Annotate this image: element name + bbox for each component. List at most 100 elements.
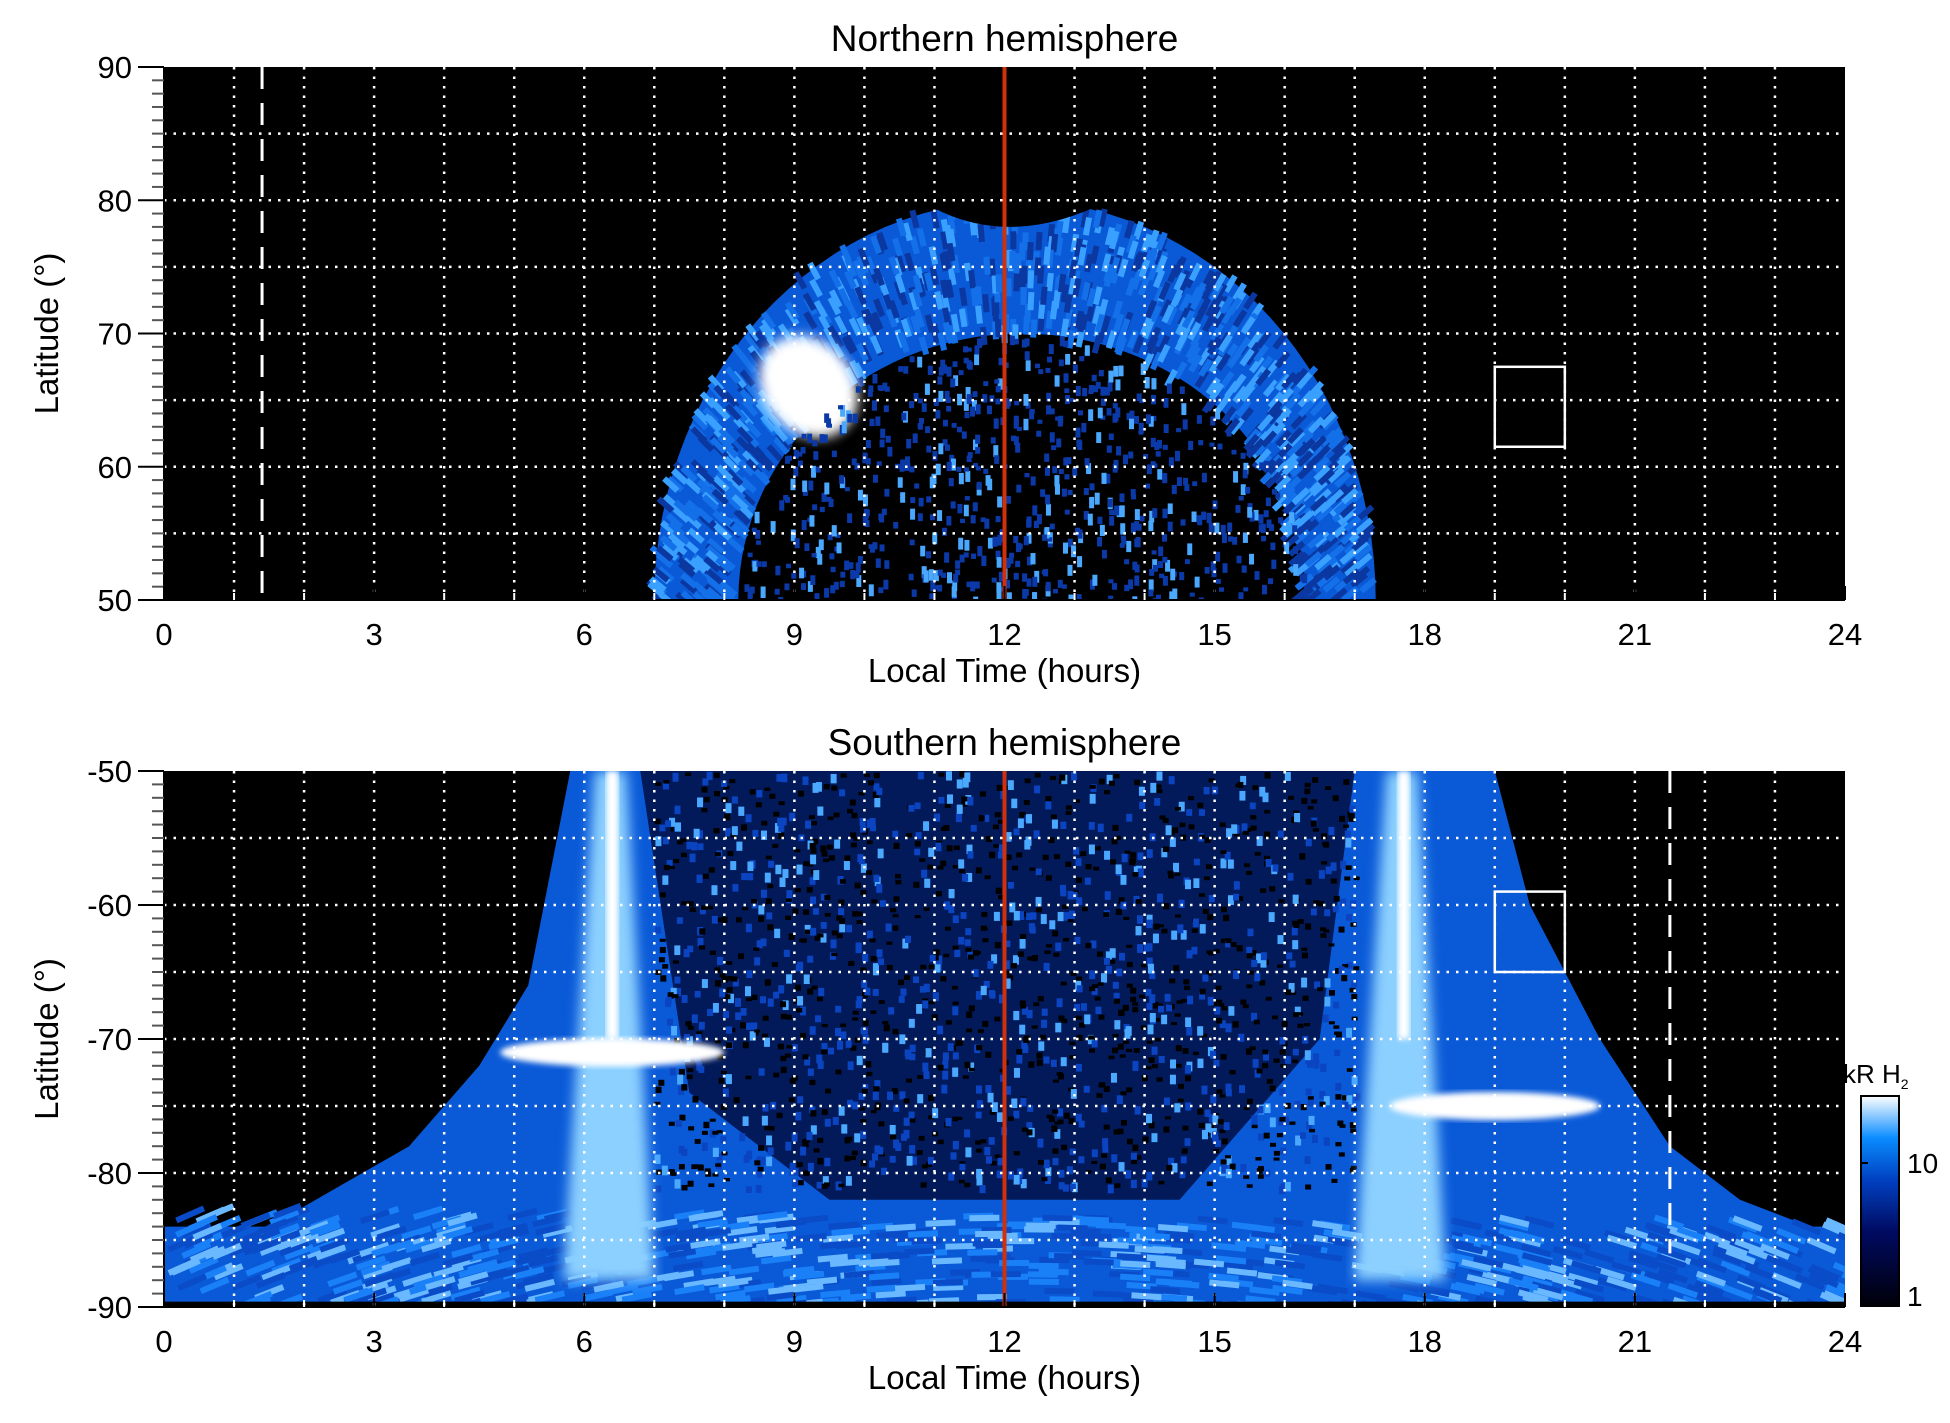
emission-streak — [674, 1209, 705, 1221]
polar-noise — [994, 1154, 1001, 1159]
emission-streak — [1356, 504, 1375, 521]
polar-noise — [986, 405, 992, 415]
emission-streak — [843, 1270, 875, 1279]
polar-noise — [1220, 858, 1227, 869]
polar-noise — [838, 1106, 845, 1116]
polar-noise — [855, 944, 862, 954]
polar-noise — [940, 860, 947, 867]
emission-streak — [802, 292, 817, 312]
emission-streak — [1019, 242, 1026, 261]
emission-streak — [968, 269, 977, 289]
emission-streak — [1147, 229, 1160, 249]
polar-noise — [749, 789, 756, 795]
polar-noise — [938, 443, 944, 455]
polar-noise — [1192, 1051, 1199, 1056]
polar-noise — [1029, 867, 1036, 871]
polar-noise — [784, 1053, 791, 1058]
polar-noise — [945, 1118, 952, 1127]
polar-noise — [1019, 1000, 1026, 1006]
polar-noise — [712, 1003, 719, 1013]
polar-noise — [802, 1141, 809, 1148]
emission-streak — [1725, 1248, 1756, 1265]
polar-noise — [1075, 427, 1081, 438]
polar-noise — [1257, 1133, 1264, 1141]
polar-noise — [1061, 1144, 1068, 1151]
polar-noise — [1049, 523, 1055, 530]
polar-noise — [1303, 592, 1309, 600]
polar-noise — [1013, 1110, 1020, 1119]
x-tick-label: 21 — [1618, 1324, 1652, 1359]
polar-noise — [878, 1121, 885, 1127]
polar-noise — [1122, 1004, 1129, 1011]
polar-noise — [1219, 1020, 1226, 1029]
x-tick-label: 3 — [366, 617, 383, 652]
polar-noise — [996, 557, 1002, 568]
polar-noise — [892, 914, 899, 918]
polar-noise — [931, 1014, 938, 1021]
polar-noise — [1038, 1159, 1045, 1165]
emission-streak — [793, 1283, 824, 1293]
polar-noise — [958, 537, 964, 550]
polar-noise — [1156, 771, 1163, 781]
polar-noise — [1213, 1059, 1220, 1067]
emission-streak — [766, 411, 783, 430]
polar-noise — [1307, 805, 1314, 810]
polar-noise — [983, 980, 990, 988]
polar-noise — [1088, 844, 1095, 855]
polar-noise — [1024, 338, 1030, 347]
polar-noise — [817, 933, 824, 938]
polar-noise — [1251, 1124, 1258, 1129]
polar-noise — [1035, 363, 1041, 369]
polar-noise — [726, 1026, 733, 1034]
emission-streak — [1155, 231, 1168, 251]
polar-noise — [1005, 854, 1012, 861]
polar-noise — [1320, 933, 1327, 938]
emission-streak — [1055, 219, 1064, 238]
polar-noise — [960, 518, 966, 524]
polar-noise — [995, 550, 1001, 560]
polar-noise — [918, 418, 924, 424]
polar-noise — [1100, 386, 1106, 396]
polar-noise — [760, 938, 767, 947]
polar-noise — [1268, 912, 1275, 923]
y-tick-label: 80 — [98, 183, 132, 218]
polar-noise — [899, 1034, 906, 1045]
polar-noise — [1130, 1152, 1137, 1160]
polar-noise — [1109, 948, 1116, 958]
polar-noise — [916, 1004, 923, 1014]
polar-noise — [914, 915, 921, 919]
polar-noise — [1110, 859, 1117, 865]
polar-noise — [964, 772, 971, 783]
polar-noise — [1044, 527, 1050, 539]
emission-streak — [1669, 1227, 1700, 1243]
polar-noise — [996, 1170, 1003, 1179]
emission-streak — [1081, 1232, 1112, 1241]
emission-streak — [700, 1227, 732, 1238]
polar-noise — [785, 496, 791, 503]
polar-noise — [1096, 432, 1102, 444]
polar-noise — [1070, 771, 1077, 781]
emission-streak — [1193, 1258, 1225, 1268]
polar-noise — [975, 867, 982, 874]
polar-noise — [1105, 965, 1112, 974]
polar-noise — [1081, 422, 1087, 433]
emission-streak — [677, 556, 696, 573]
polar-noise — [1019, 938, 1026, 949]
emission-streak — [707, 576, 725, 594]
polar-noise — [1248, 970, 1255, 975]
polar-noise — [981, 912, 988, 918]
polar-noise — [1338, 1152, 1345, 1157]
polar-noise — [1184, 1065, 1191, 1074]
polar-noise — [885, 923, 892, 932]
polar-noise — [1214, 522, 1220, 534]
polar-noise — [1050, 1059, 1057, 1067]
polar-noise — [1186, 809, 1193, 816]
polar-noise — [1198, 1122, 1205, 1129]
polar-noise — [678, 1068, 685, 1076]
emission-streak — [1274, 1259, 1306, 1270]
emission-streak — [1161, 304, 1175, 324]
polar-noise — [1011, 798, 1018, 809]
polar-noise — [1083, 510, 1089, 520]
polar-noise — [754, 957, 761, 966]
polar-noise — [1045, 367, 1051, 373]
